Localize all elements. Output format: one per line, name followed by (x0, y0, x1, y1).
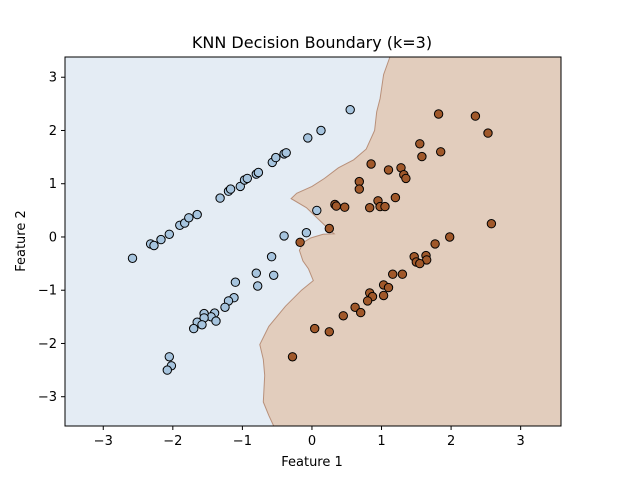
data-point-class-0 (220, 302, 230, 312)
data-point-class-0 (251, 268, 261, 278)
data-point-class-1 (338, 311, 348, 321)
data-point-class-1 (354, 184, 364, 194)
data-point-class-1 (415, 258, 425, 269)
data-point-class-0 (316, 125, 326, 136)
data-point-class-1 (390, 192, 401, 203)
data-point-class-0 (184, 213, 194, 223)
x-tick-label: 3 (517, 434, 525, 449)
data-point-class-1 (380, 201, 390, 212)
data-point-class-1 (433, 109, 444, 119)
data-point-class-0 (269, 270, 279, 280)
data-point-class-1 (436, 147, 446, 157)
y-tick-label: −1 (38, 284, 57, 299)
data-point-class-0 (271, 152, 281, 163)
data-point-class-1 (383, 165, 394, 175)
x-axis-label: Feature 1 (281, 455, 343, 470)
data-point-class-0 (127, 253, 138, 263)
data-point-class-1 (331, 201, 341, 211)
data-point-class-1 (470, 111, 481, 121)
data-point-class-1 (310, 323, 320, 334)
data-point-class-0 (149, 240, 159, 251)
data-point-class-0 (235, 181, 246, 192)
y-tick-label: 3 (49, 71, 57, 86)
data-point-class-1 (362, 296, 373, 306)
data-point-class-1 (415, 139, 425, 149)
data-point-class-0 (192, 209, 202, 220)
data-point-class-0 (211, 316, 221, 326)
data-point-class-0 (156, 234, 166, 245)
data-point-class-0 (345, 105, 355, 115)
data-point-class-1 (340, 202, 350, 212)
y-tick-label: −2 (38, 337, 57, 352)
data-point-class-0 (164, 229, 175, 240)
data-point-class-0 (253, 281, 263, 291)
data-point-class-0 (266, 252, 277, 262)
data-point-class-1 (295, 237, 305, 248)
x-tick-label: −3 (94, 434, 113, 449)
x-tick-label: 0 (308, 434, 316, 449)
data-point-class-0 (230, 277, 241, 287)
data-point-class-0 (303, 133, 313, 143)
data-point-class-1 (417, 151, 427, 162)
data-point-class-1 (383, 282, 394, 293)
data-point-class-0 (164, 352, 175, 362)
data-point-class-1 (401, 173, 411, 184)
x-tick-label: 2 (447, 434, 455, 449)
data-point-class-0 (242, 173, 253, 184)
data-point-class-1 (378, 290, 389, 301)
data-point-class-1 (350, 302, 360, 312)
data-point-class-0 (301, 228, 312, 238)
x-tick-label: 1 (377, 434, 385, 449)
x-axis-ticks: −3 −2 −1 0 1 2 3 (94, 426, 525, 449)
data-point-class-1 (397, 269, 408, 279)
data-point-class-1 (430, 239, 440, 249)
x-tick-label: −2 (163, 434, 182, 449)
data-point-class-1 (356, 307, 366, 318)
chart-title: KNN Decision Boundary (k=3) (192, 33, 432, 52)
data-point-class-1 (483, 128, 493, 138)
data-point-class-0 (312, 205, 322, 216)
y-axis-ticks: −3 −2 −1 0 1 2 3 (38, 71, 65, 405)
data-point-class-1 (388, 269, 398, 279)
decision-region-class-1 (259, 56, 562, 427)
y-tick-label: 1 (49, 177, 57, 192)
data-point-class-0 (279, 231, 289, 241)
data-point-class-1 (324, 327, 334, 337)
data-point-class-1 (445, 232, 455, 242)
data-point-class-0 (189, 323, 199, 334)
data-point-class-1 (366, 159, 376, 169)
x-tick-label: −1 (233, 434, 252, 449)
data-point-class-1 (365, 203, 375, 213)
data-point-class-0 (225, 184, 236, 194)
data-point-class-0 (215, 193, 225, 203)
data-point-class-1 (287, 352, 298, 362)
data-point-class-0 (197, 320, 207, 330)
data-point-class-0 (253, 167, 264, 178)
plot-area (65, 56, 562, 427)
data-point-class-1 (324, 223, 334, 234)
axes-frame (64, 56, 562, 427)
y-axis-label: Feature 2 (14, 210, 29, 272)
scatter-points (127, 105, 497, 375)
y-tick-label: 2 (49, 124, 57, 139)
y-tick-label: −3 (38, 390, 57, 405)
data-point-class-0 (162, 365, 173, 375)
y-tick-label: 0 (49, 230, 57, 245)
data-point-class-1 (486, 219, 497, 229)
data-point-class-0 (281, 148, 291, 158)
